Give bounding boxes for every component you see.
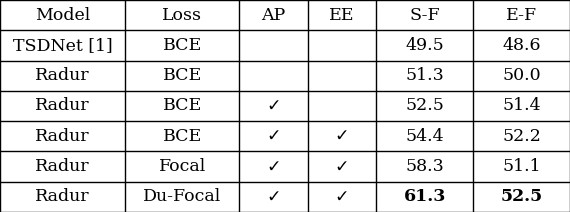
Text: Radur: Radur — [35, 128, 90, 145]
Text: EE: EE — [329, 7, 355, 24]
Text: BCE: BCE — [163, 37, 202, 54]
Text: Loss: Loss — [162, 7, 202, 24]
Text: 49.5: 49.5 — [405, 37, 444, 54]
Text: Radur: Radur — [35, 98, 90, 114]
Text: ✓: ✓ — [335, 158, 349, 176]
Text: 51.4: 51.4 — [502, 98, 541, 114]
Text: ✓: ✓ — [266, 97, 281, 115]
Text: 50.0: 50.0 — [502, 67, 541, 84]
Text: S-F: S-F — [409, 7, 440, 24]
Text: ✓: ✓ — [266, 188, 281, 206]
Text: Focal: Focal — [159, 158, 206, 175]
Text: Radur: Radur — [35, 158, 90, 175]
Text: 51.3: 51.3 — [405, 67, 444, 84]
Text: BCE: BCE — [163, 67, 202, 84]
Text: 58.3: 58.3 — [405, 158, 444, 175]
Text: 54.4: 54.4 — [405, 128, 444, 145]
Text: TSDNet [1]: TSDNet [1] — [13, 37, 113, 54]
Text: Radur: Radur — [35, 188, 90, 205]
Text: E-F: E-F — [506, 7, 537, 24]
Text: BCE: BCE — [163, 98, 202, 114]
Text: 52.2: 52.2 — [502, 128, 541, 145]
Text: ✓: ✓ — [266, 127, 281, 145]
Text: 52.5: 52.5 — [500, 188, 543, 205]
Text: ✓: ✓ — [266, 158, 281, 176]
Text: BCE: BCE — [163, 128, 202, 145]
Text: Model: Model — [35, 7, 90, 24]
Text: AP: AP — [262, 7, 286, 24]
Text: ✓: ✓ — [335, 188, 349, 206]
Text: 51.1: 51.1 — [502, 158, 541, 175]
Text: 52.5: 52.5 — [405, 98, 444, 114]
Text: 48.6: 48.6 — [502, 37, 541, 54]
Text: ✓: ✓ — [335, 127, 349, 145]
Text: 61.3: 61.3 — [404, 188, 446, 205]
Text: Radur: Radur — [35, 67, 90, 84]
Text: Du-Focal: Du-Focal — [143, 188, 222, 205]
